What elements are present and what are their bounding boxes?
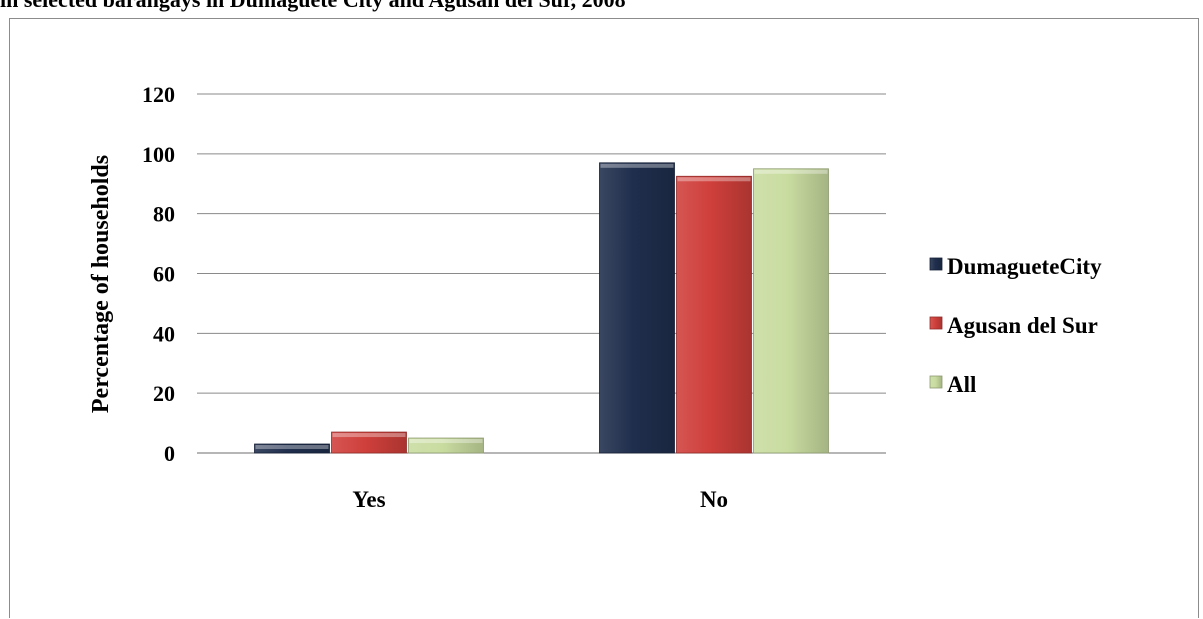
x-tick-label: Yes <box>352 487 385 512</box>
figure-caption: in selected barangays in Dumaguete City … <box>0 0 626 13</box>
bar-highlight <box>409 439 483 444</box>
y-tick-label: 0 <box>164 441 175 466</box>
bar-no-0 <box>599 162 675 454</box>
bar-no-1 <box>676 175 752 454</box>
x-tick-label: No <box>700 487 728 512</box>
y-tick-label: 20 <box>153 381 175 406</box>
bar-highlight <box>754 169 828 174</box>
x-axis-ticks: Yes No <box>352 487 728 512</box>
bar-highlight <box>255 445 329 450</box>
y-tick-label: 120 <box>142 82 175 107</box>
bar-yes-0 <box>254 443 330 454</box>
legend-label: DumagueteCity <box>947 254 1102 279</box>
y-axis-ticks: 0 20 40 60 80 100 120 <box>142 82 175 466</box>
bar-highlight <box>600 163 674 168</box>
bar-highlight <box>677 177 751 182</box>
legend: DumagueteCity Agusan del Sur All <box>929 254 1102 397</box>
bar-no-2 <box>753 168 829 454</box>
legend-swatch <box>929 257 943 271</box>
y-tick-label: 80 <box>153 202 175 227</box>
chart-frame: 0 20 40 60 80 100 120 Yes No Percentage of hous… <box>9 18 1199 618</box>
gridlines <box>197 93 886 454</box>
y-tick-label: 100 <box>142 142 175 167</box>
y-axis-label: Percentage of households <box>88 155 114 413</box>
bar-highlight <box>332 433 406 438</box>
bar-yes-1 <box>331 431 407 454</box>
legend-swatch <box>929 316 943 330</box>
bars <box>254 162 829 454</box>
legend-label: All <box>947 372 976 397</box>
bar-yes-2 <box>408 437 484 454</box>
y-tick-label: 40 <box>153 321 175 346</box>
legend-swatch <box>929 375 943 389</box>
bar-chart: 0 20 40 60 80 100 120 Yes No Percentage of hous… <box>88 82 1102 512</box>
y-tick-label: 60 <box>153 262 175 287</box>
legend-label: Agusan del Sur <box>947 313 1098 338</box>
